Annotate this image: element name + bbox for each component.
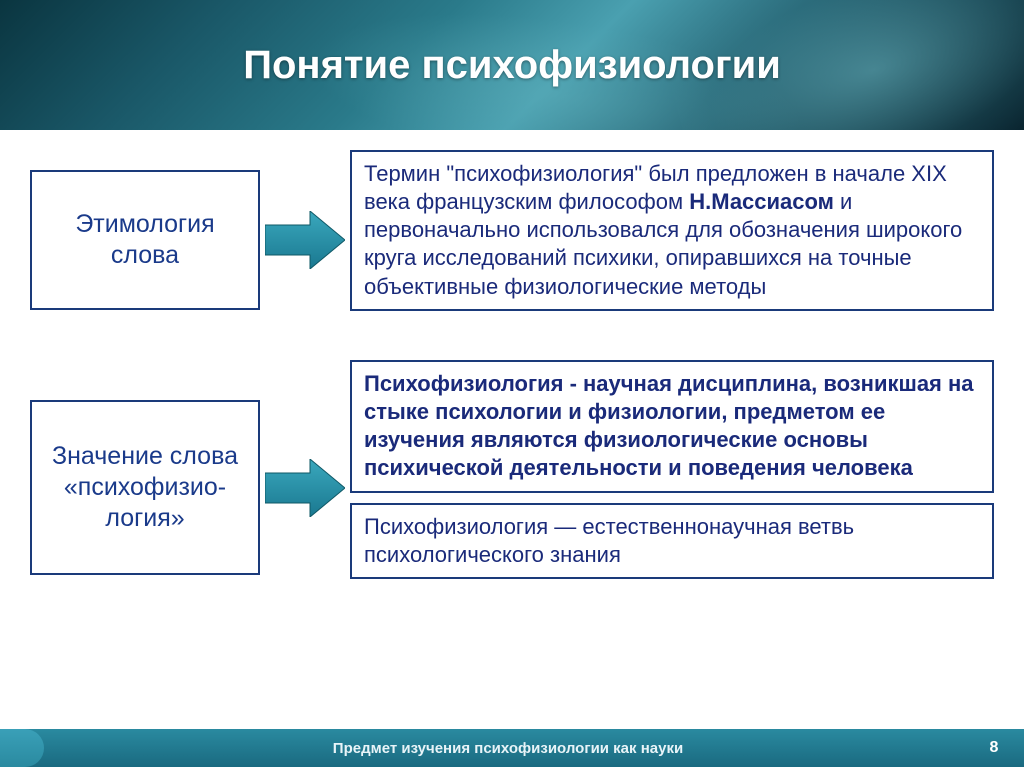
text-box-branch: Психофизиология — естественнонаучная вет… [350,503,994,579]
footer-text: Предмет изучения психофизиологии как нау… [52,740,964,757]
label-text: Этимология слова [42,209,248,272]
arrow-right-icon [265,211,345,269]
arrow-right-icon [265,459,345,517]
text-prefix: Термин "психофизиология" был предложен в… [364,161,947,214]
row-meaning: Значение слова «психофизио-логия» Психоф… [30,360,994,615]
row-etymology: Этимология слова Термин "психофизиология… [30,150,994,330]
text-prefix: Психофизиология — естественнонаучная вет… [364,514,854,567]
slide-footer: Предмет изучения психофизиологии как нау… [0,729,1024,767]
text-col: Психофизиология - научная дисциплина, во… [350,360,994,615]
slide-title: Понятие психофизиологии [243,43,781,88]
label-etymology: Этимология слова [30,170,260,310]
arrow-col [260,360,350,615]
slide-header: Понятие психофизиологии [0,0,1024,130]
footer-page-number: 8 [964,739,1024,757]
slide-content: Этимология слова Термин "психофизиология… [0,130,1024,615]
text-col: Термин "психофизиология" был предложен в… [350,150,994,330]
label-meaning: Значение слова «психофизио-логия» [30,400,260,575]
arrow-col [260,150,350,330]
text-box-etymology: Термин "психофизиология" был предложен в… [350,150,994,311]
footer-endcap [0,729,44,767]
text-bold: Н.Массиасом [689,189,834,214]
text-box-definition: Психофизиология - научная дисциплина, во… [350,360,994,493]
label-text: Значение слова «психофизио-логия» [42,441,248,535]
text-bold: Психофизиология - научная дисциплина, во… [364,371,974,480]
